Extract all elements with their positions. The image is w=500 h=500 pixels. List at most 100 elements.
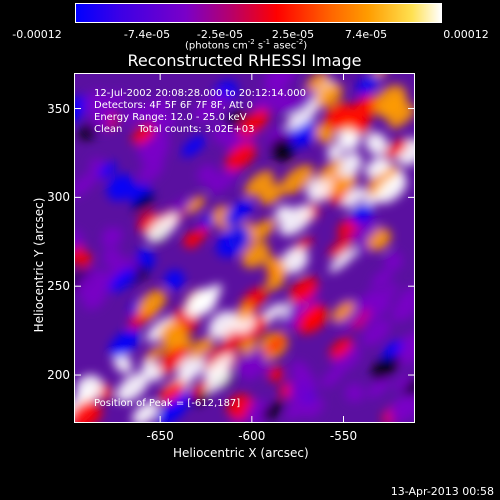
chart-title: Reconstructed RHESSI Image: [127, 51, 362, 70]
heatmap-blob: [317, 159, 343, 182]
heatmap-blob: [190, 381, 209, 397]
colorbar-units: (photons cm-2 s-1 asec-2): [185, 38, 307, 51]
x-tick-label: -550: [329, 429, 358, 443]
units-exp2: -1: [263, 38, 271, 46]
heatmap-blob: [106, 174, 135, 201]
heatmap-blob: [281, 311, 301, 330]
heatmap-blob: [365, 132, 388, 156]
heatmap-blob: [371, 354, 400, 381]
heatmap-blob: [367, 377, 391, 398]
heatmap-blob: [123, 103, 146, 124]
heatmap-blob: [108, 267, 136, 293]
heatmap-blob: [249, 218, 277, 242]
heatmap-blob: [345, 383, 364, 403]
heatmap-blob: [225, 142, 257, 172]
heatmap-blob: [289, 276, 319, 304]
heatmap-blob: [268, 366, 284, 382]
heatmap-blob: [320, 367, 344, 388]
heatmap-blob: [238, 109, 270, 137]
heatmap-blob: [113, 353, 133, 374]
heatmap-blob: [394, 374, 413, 391]
units-exp3: -2: [296, 38, 304, 46]
y-tick-label: 200: [47, 368, 70, 383]
heatmap-blob: [131, 123, 155, 145]
peak-label: Position of Peak = [: [94, 398, 192, 409]
heatmap-blob: [270, 89, 294, 114]
heatmap-blob: [197, 164, 218, 185]
heatmap-blob: [202, 366, 232, 393]
heatmap-blob: [212, 123, 234, 146]
heatmap-blob: [278, 204, 313, 236]
heatmap-blob: [336, 127, 360, 151]
heatmap-blob: [192, 226, 209, 242]
heatmap-blob: [146, 213, 179, 243]
heatmap-blob: [324, 102, 354, 131]
heatmap-blob: [132, 192, 155, 212]
heatmap-blob: [74, 172, 98, 198]
heatmap-blob: [332, 345, 362, 373]
units-mid: s: [254, 40, 264, 52]
heatmap-blob: [265, 255, 287, 279]
plot-frame: [74, 73, 415, 423]
heatmap-blob: [156, 114, 179, 134]
annotation-peak: Position of Peak = [-612,187]: [94, 398, 240, 410]
units-suffix: ): [303, 40, 308, 52]
heatmap-blob: [388, 104, 415, 129]
heatmap-blob: [236, 349, 266, 375]
heatmap-blob: [74, 399, 98, 423]
heatmap-blob: [316, 83, 343, 108]
y-tick-label: 300: [47, 190, 70, 205]
annotation-energy: Energy Range: 12.0 - 25.0 keV: [94, 112, 247, 123]
colorbar-tick-2: -2.5e-05: [196, 28, 244, 41]
heatmap-blob: [331, 188, 351, 206]
x-tick-label: -600: [238, 429, 266, 443]
heatmap-plot: [74, 73, 415, 423]
heatmap-blob: [158, 379, 186, 404]
annotation-detectors: Detectors: 4F 5F 6F 7F 8F, Att 0: [94, 100, 254, 111]
heatmap-blob: [141, 359, 163, 382]
heatmap-blob: [371, 268, 393, 289]
heatmap-blob: [384, 251, 403, 270]
heatmap-blob: [203, 353, 234, 381]
heatmap-blob: [132, 401, 159, 423]
heatmap-blob: [329, 175, 352, 196]
heatmap-blob: [194, 284, 223, 309]
colorbar-tick-0: -0.00012: [12, 28, 62, 41]
heatmap-blob: [331, 301, 355, 322]
heatmap-blob: [356, 74, 380, 96]
heatmap-blob: [391, 296, 415, 322]
heatmap-blob: [223, 199, 253, 226]
heatmap-blob: [169, 197, 192, 217]
units-prefix: (photons cm: [185, 40, 248, 52]
heatmap-blob: [138, 159, 164, 183]
heatmap-blob: [139, 137, 169, 165]
heatmap-blob: [181, 135, 206, 158]
heatmap-blob: [286, 100, 320, 130]
colorbar-tick-3: 2.5e-05: [271, 28, 315, 41]
heatmap-blob: [224, 111, 243, 129]
heatmap-blob: [306, 174, 336, 202]
heatmap-blob: [216, 225, 251, 258]
heatmap-blob: [75, 269, 107, 299]
heatmap-blob: [74, 407, 104, 423]
heatmap-blob: [280, 247, 309, 274]
heatmap-blob: [137, 289, 167, 317]
heatmap-blob: [350, 203, 374, 226]
heatmap-blob: [382, 340, 403, 359]
heatmap-blob: [241, 241, 270, 269]
heatmap-blob: [244, 358, 271, 382]
y-tick-label: 250: [47, 279, 70, 294]
heatmap-blob: [288, 373, 317, 401]
heatmap-blob: [143, 345, 165, 364]
heatmap-blob: [136, 248, 156, 269]
heatmap-blob: [265, 336, 285, 354]
heatmap-blob: [208, 310, 239, 340]
heatmap-blob: [156, 346, 189, 376]
heatmap-blob: [280, 164, 315, 195]
heatmap-blob: [372, 283, 399, 306]
heatmap-blob: [341, 186, 366, 209]
heatmap-blob: [328, 247, 358, 273]
heatmap-blob: [76, 385, 96, 403]
heatmap-blob: [376, 175, 407, 204]
x-axis-title: Heliocentric X (arcsec): [173, 446, 309, 460]
